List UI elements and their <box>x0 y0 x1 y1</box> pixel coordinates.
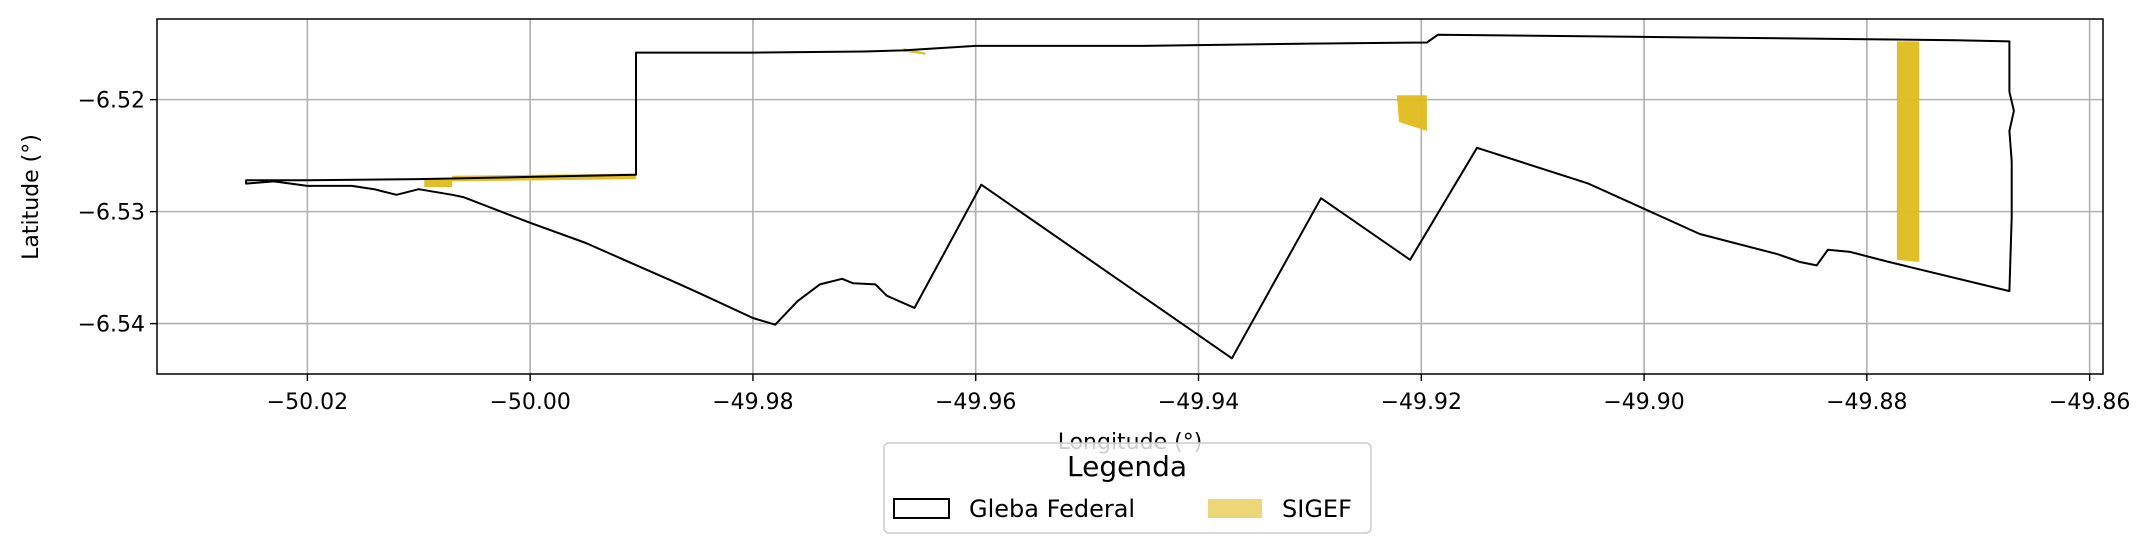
legend-swatch-gleba-federal <box>893 498 950 519</box>
y-axis-ticks: −6.52 −6.53 −6.54 <box>78 89 157 338</box>
legend-label-gleba-federal: Gleba Federal <box>969 495 1135 523</box>
plot-frame <box>156 18 2104 375</box>
legend-label-sigef: SIGEF <box>1282 495 1352 523</box>
sigef-parcel <box>1396 95 1427 131</box>
x-tick-label: −50.00 <box>489 390 570 415</box>
x-tick-label: −49.94 <box>1158 390 1239 415</box>
x-tick-label: −49.98 <box>712 390 793 415</box>
gleba-federal-polygon <box>245 33 2015 360</box>
y-tick-label: −6.52 <box>78 89 145 114</box>
legend-title: Legenda <box>1067 450 1187 483</box>
x-tick-label: −49.90 <box>1603 390 1684 415</box>
x-tick-label: −49.96 <box>935 390 1016 415</box>
legend-swatch-sigef <box>1208 499 1262 518</box>
grid-lines <box>157 19 2103 374</box>
x-tick-label: −49.88 <box>1826 390 1907 415</box>
y-tick-label: −6.53 <box>78 201 145 226</box>
legend: Legenda Gleba Federal SIGEF <box>883 442 1372 534</box>
sigef-parcel <box>1896 41 1920 263</box>
x-tick-label: −49.86 <box>2049 390 2130 415</box>
x-axis-ticks: −50.02 −50.00 −49.98 −49.96 −49.94 −49.92 −49.… <box>267 374 2130 415</box>
y-tick-label: −6.54 <box>78 313 145 338</box>
sigef-parcel <box>424 178 453 187</box>
y-axis-title: Latitude (°) <box>19 134 44 260</box>
x-tick-label: −49.92 <box>1381 390 1462 415</box>
x-tick-label: −50.02 <box>267 390 348 415</box>
gleba-federal-boundary <box>245 33 2015 360</box>
